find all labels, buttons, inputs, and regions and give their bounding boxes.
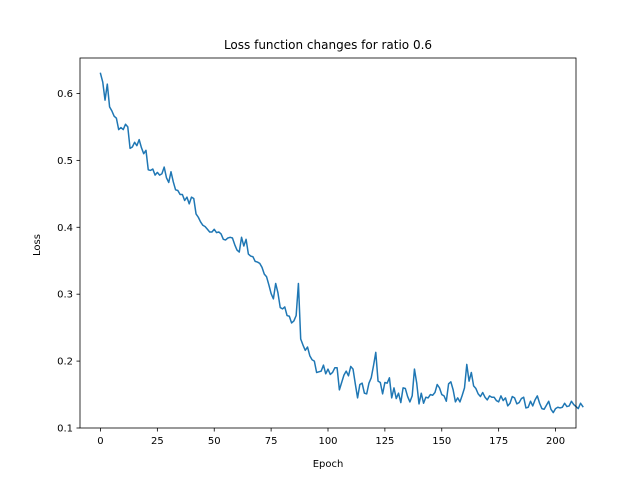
x-tick-label: 100 — [318, 436, 337, 447]
y-tick-label: 0.2 — [57, 357, 73, 368]
y-tick-label: 0.4 — [57, 223, 73, 234]
x-tick-label: 0 — [97, 436, 103, 447]
x-tick-label: 150 — [432, 436, 451, 447]
x-tick-label: 125 — [375, 436, 394, 447]
chart-title: Loss function changes for ratio 0.6 — [224, 38, 432, 52]
x-axis-label: Epoch — [313, 459, 344, 470]
y-axis-label: Loss — [32, 234, 43, 256]
x-tick-label: 200 — [546, 436, 565, 447]
y-tick-label: 0.3 — [57, 290, 73, 301]
series-line-0 — [99, 72, 584, 414]
axis-ticks: 0 25 50 75 100 125 150 175 200 0.1 0.2 0.3 0.4 0.5 0.6 — [57, 89, 565, 447]
x-tick-label: 75 — [265, 436, 278, 447]
x-tick-label: 25 — [151, 436, 164, 447]
y-tick-label: 0.1 — [57, 424, 73, 435]
y-tick-label: 0.5 — [57, 156, 73, 167]
x-tick-label: 175 — [489, 436, 508, 447]
y-tick-label: 0.6 — [57, 89, 73, 100]
x-tick-label: 50 — [208, 436, 221, 447]
